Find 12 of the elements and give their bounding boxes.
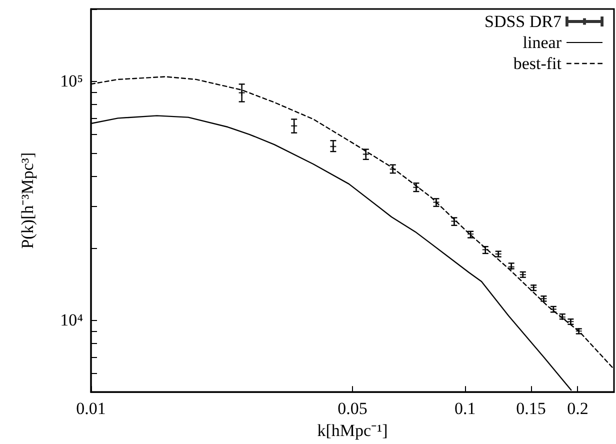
x-axis-title: k[hMpc⁻¹] xyxy=(317,421,388,440)
x-tick-label: 0.01 xyxy=(76,399,106,418)
legend-label: linear xyxy=(522,33,562,52)
y-tick-label: 10⁵ xyxy=(60,71,84,90)
x-tick-label: 0.1 xyxy=(454,399,476,418)
x-tick-label: 0.2 xyxy=(567,399,588,418)
legend-label: SDSS DR7 xyxy=(484,12,562,31)
y-tick-label: 10⁴ xyxy=(60,310,84,330)
legend-label: best-fit xyxy=(513,54,562,73)
x-tick-label: 0.05 xyxy=(338,399,368,418)
x-tick-label: 0.15 xyxy=(516,399,546,418)
y-axis-title: P(k)[h⁻³Mpc³] xyxy=(18,152,37,249)
